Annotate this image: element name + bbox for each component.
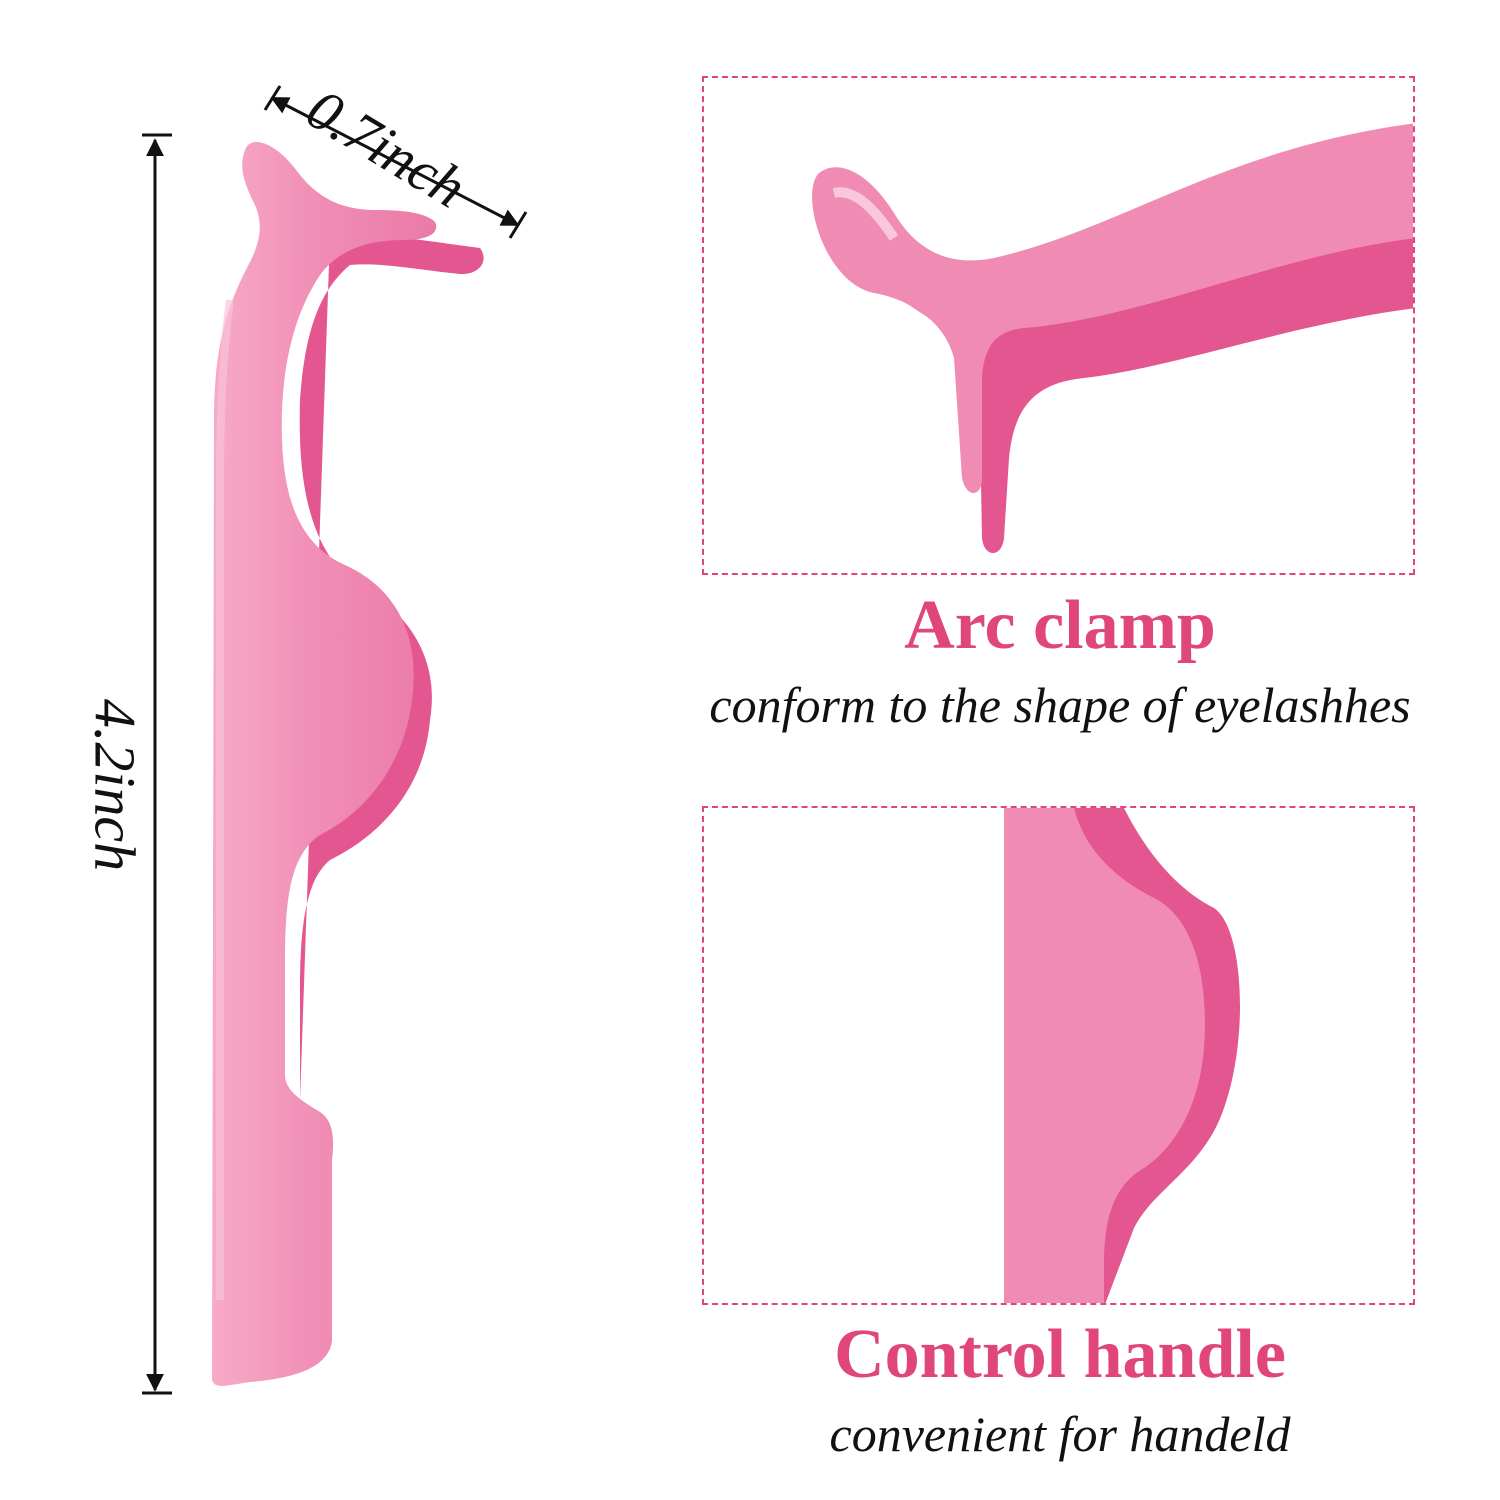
width-tick-right: [508, 211, 528, 239]
height-dimension-label: 4.2inch: [82, 698, 148, 872]
control-handle-front-arm: [1004, 808, 1205, 1303]
arc-clamp-front-arm: [812, 123, 1413, 493]
control-handle-description: convenient for handeld: [829, 1406, 1291, 1462]
tweezer-highlight: [216, 299, 234, 1300]
arc-clamp-description: conform to the shape of eyelashhes: [709, 677, 1411, 733]
control-handle-closeup: [1004, 808, 1240, 1303]
arc-clamp-back-arm: [864, 198, 1413, 553]
arc-clamp-detail-box: [702, 76, 1415, 575]
width-dimension-line: [270, 96, 520, 227]
arc-clamp-title: Arc clamp: [904, 587, 1216, 664]
arc-clamp-closeup: [812, 123, 1413, 553]
control-handle-detail-box: [702, 806, 1415, 1305]
arc-clamp-highlight: [832, 187, 899, 241]
tweezer-body: [212, 142, 437, 1386]
width-tick-left: [263, 85, 282, 111]
control-handle-title: Control handle: [834, 1316, 1286, 1393]
